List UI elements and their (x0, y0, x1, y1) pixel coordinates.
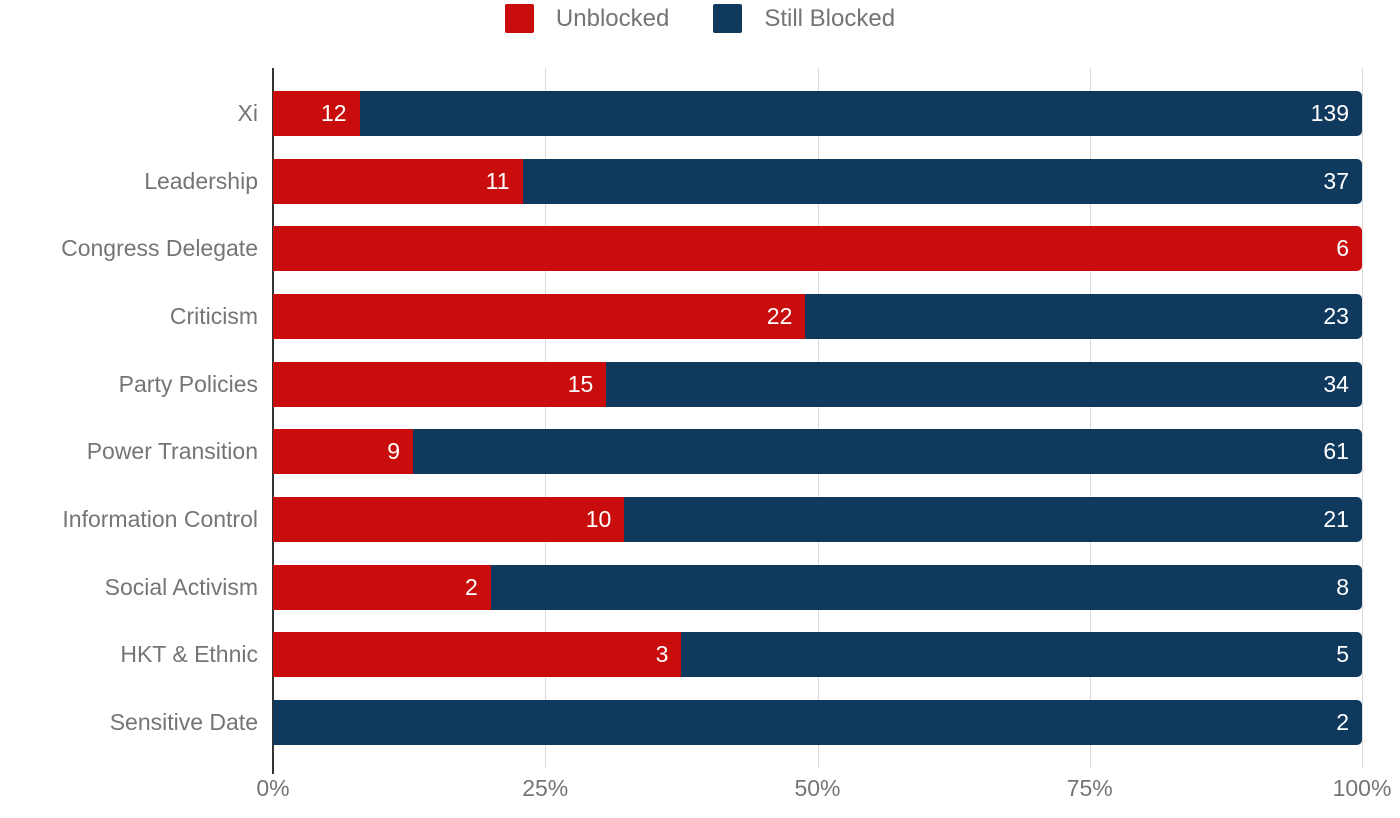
still-blocked-swatch-icon (713, 4, 743, 33)
gridline-100 (1362, 68, 1363, 768)
still-blocked-segment[interactable]: 23 (805, 293, 1362, 339)
bar-row: Xi 12 139 (238, 91, 1362, 136)
unblocked-value-label: 2 (465, 573, 478, 600)
still-blocked-value-label: 139 (1310, 100, 1349, 126)
legend: Unblocked Still Blocked (0, 4, 1400, 33)
bar-row: Party Policies 15 34 (119, 361, 1362, 407)
bar-row: Criticism 22 23 (170, 293, 1362, 339)
y-axis-line (272, 68, 274, 774)
unblocked-value-label: 6 (1336, 235, 1349, 262)
still-blocked-value-label: 8 (1336, 573, 1349, 600)
still-blocked-segment[interactable]: 2 (273, 699, 1362, 745)
unblocked-value-label: 9 (387, 438, 400, 465)
still-blocked-segment[interactable]: 37 (522, 158, 1362, 204)
category-label: Congress Delegate (61, 235, 258, 262)
category-label: Sensitive Date (109, 708, 258, 735)
unblocked-swatch-icon (504, 4, 534, 33)
bar-row: Power Transition 9 61 (87, 429, 1362, 475)
plot-area: Xi 12 139 Leadership 11 37 Congress Dele… (61, 68, 1391, 801)
unblocked-segment[interactable]: 3 (273, 632, 682, 678)
unblocked-value-label: 3 (655, 641, 669, 668)
bar-row: Social Activism 2 8 (105, 564, 1362, 610)
still-blocked-value-label: 34 (1323, 370, 1349, 397)
unblocked-segment[interactable]: 9 (273, 429, 413, 475)
category-label: HKT & Ethnic (120, 641, 258, 668)
still-blocked-value-label: 21 (1323, 505, 1349, 532)
unblocked-value-label: 15 (567, 370, 594, 397)
x-tick-100: 100% (1332, 775, 1392, 801)
gridline-50 (817, 68, 819, 768)
category-label: Party Policies (118, 370, 258, 397)
category-label: Information Control (62, 505, 258, 532)
legend-item-still-blocked[interactable]: Still Blocked (713, 4, 895, 33)
category-label: Criticism (169, 302, 258, 329)
still-blocked-value-label: 23 (1323, 302, 1349, 329)
still-blocked-segment[interactable]: 139 (359, 91, 1362, 136)
unblocked-segment[interactable]: 10 (273, 496, 625, 542)
unblocked-value-label: 22 (766, 302, 793, 329)
still-blocked-value-label: 61 (1323, 438, 1349, 465)
x-tick-75: 75% (1066, 775, 1113, 801)
bar-row: Sensitive Date 2 (110, 699, 1362, 745)
legend-item-unblocked[interactable]: Unblocked (504, 4, 670, 33)
bar-row: Leadership 11 37 (144, 158, 1362, 204)
x-tick-50: 50% (794, 775, 841, 801)
category-label: Leadership (144, 167, 258, 194)
category-label: Xi (237, 100, 258, 126)
still-blocked-value-label: 2 (1336, 708, 1349, 735)
bar-rows: Xi 12 139 Leadership 11 37 Congress Dele… (61, 68, 1362, 768)
unblocked-segment[interactable]: 2 (273, 564, 491, 610)
gridline-25 (545, 68, 547, 768)
legend-label-still-blocked: Still Blocked (764, 4, 896, 32)
unblocked-value-label: 12 (320, 100, 347, 126)
unblocked-segment[interactable]: 15 (273, 361, 607, 407)
gridline-75 (1089, 68, 1091, 768)
still-blocked-segment[interactable]: 8 (490, 564, 1362, 610)
still-blocked-segment[interactable]: 34 (606, 361, 1362, 407)
bar-row: Information Control 10 21 (62, 496, 1362, 542)
still-blocked-segment[interactable]: 61 (413, 429, 1362, 475)
category-label: Social Activism (104, 573, 258, 600)
x-tick-25: 25% (522, 775, 569, 801)
unblocked-segment[interactable]: 12 (273, 91, 360, 136)
legend-label-unblocked: Unblocked (555, 4, 670, 32)
category-label: Power Transition (86, 438, 258, 465)
x-tick-0: 0% (256, 775, 290, 801)
bar-row: Congress Delegate 6 (61, 226, 1362, 272)
unblocked-value-label: 10 (585, 505, 612, 532)
still-blocked-value-label: 5 (1336, 641, 1349, 668)
unblocked-segment[interactable]: 6 (273, 226, 1362, 272)
still-blocked-segment[interactable]: 21 (624, 496, 1362, 542)
still-blocked-value-label: 37 (1323, 167, 1349, 194)
still-blocked-segment[interactable]: 5 (681, 632, 1362, 678)
unblocked-value-label: 11 (485, 167, 510, 194)
unblocked-segment[interactable]: 11 (273, 158, 523, 204)
unblocked-segment[interactable]: 22 (273, 293, 806, 339)
bar-row: HKT & Ethnic 3 5 (120, 632, 1362, 678)
